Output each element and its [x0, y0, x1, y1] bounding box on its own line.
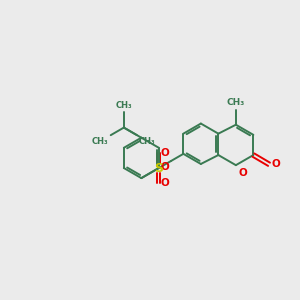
Text: CH₃: CH₃ — [116, 101, 132, 110]
Text: O: O — [161, 162, 170, 172]
Text: O: O — [239, 167, 248, 178]
Text: CH₃: CH₃ — [227, 98, 245, 107]
Text: S: S — [154, 161, 163, 175]
Text: O: O — [161, 148, 170, 158]
Text: CH₃: CH₃ — [92, 137, 109, 146]
Text: CH₃: CH₃ — [139, 137, 156, 146]
Text: O: O — [272, 159, 280, 169]
Text: O: O — [161, 178, 170, 188]
